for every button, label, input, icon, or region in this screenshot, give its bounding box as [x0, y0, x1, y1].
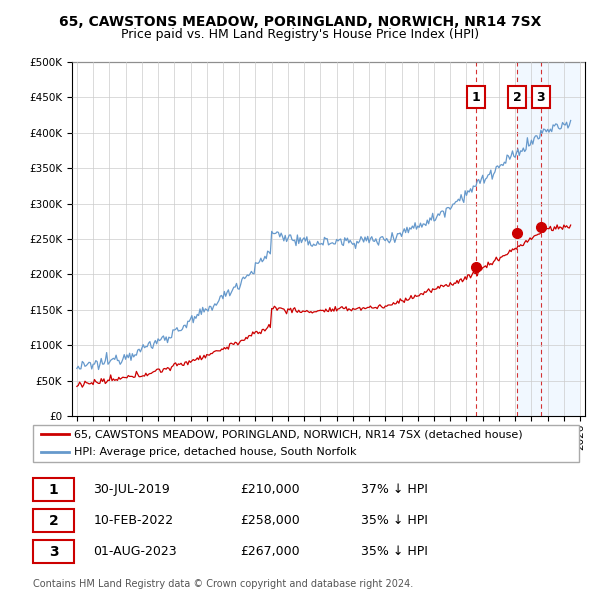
- Text: 3: 3: [49, 545, 58, 559]
- Text: 2: 2: [49, 514, 58, 527]
- Text: 3: 3: [536, 91, 545, 104]
- FancyBboxPatch shape: [33, 425, 579, 461]
- Bar: [517, 62, 580, 416]
- Text: Contains HM Land Registry data © Crown copyright and database right 2024.
This d: Contains HM Land Registry data © Crown c…: [33, 579, 413, 590]
- Text: £267,000: £267,000: [240, 545, 299, 558]
- FancyBboxPatch shape: [33, 540, 74, 563]
- Text: 30-JUL-2019: 30-JUL-2019: [94, 483, 170, 496]
- Text: 35% ↓ HPI: 35% ↓ HPI: [361, 545, 428, 558]
- Text: £210,000: £210,000: [240, 483, 299, 496]
- Text: 1: 1: [49, 483, 58, 497]
- Text: 65, CAWSTONS MEADOW, PORINGLAND, NORWICH, NR14 7SX: 65, CAWSTONS MEADOW, PORINGLAND, NORWICH…: [59, 15, 541, 29]
- Text: 35% ↓ HPI: 35% ↓ HPI: [361, 514, 428, 527]
- Text: 10-FEB-2022: 10-FEB-2022: [94, 514, 173, 527]
- Text: HPI: Average price, detached house, South Norfolk: HPI: Average price, detached house, Sout…: [74, 447, 356, 457]
- Text: 65, CAWSTONS MEADOW, PORINGLAND, NORWICH, NR14 7SX (detached house): 65, CAWSTONS MEADOW, PORINGLAND, NORWICH…: [74, 430, 523, 440]
- Text: 1: 1: [472, 91, 480, 104]
- FancyBboxPatch shape: [33, 509, 74, 532]
- Text: Price paid vs. HM Land Registry's House Price Index (HPI): Price paid vs. HM Land Registry's House …: [121, 28, 479, 41]
- Text: 37% ↓ HPI: 37% ↓ HPI: [361, 483, 428, 496]
- Text: 01-AUG-2023: 01-AUG-2023: [94, 545, 177, 558]
- FancyBboxPatch shape: [33, 478, 74, 501]
- Text: £258,000: £258,000: [240, 514, 299, 527]
- Text: 2: 2: [512, 91, 521, 104]
